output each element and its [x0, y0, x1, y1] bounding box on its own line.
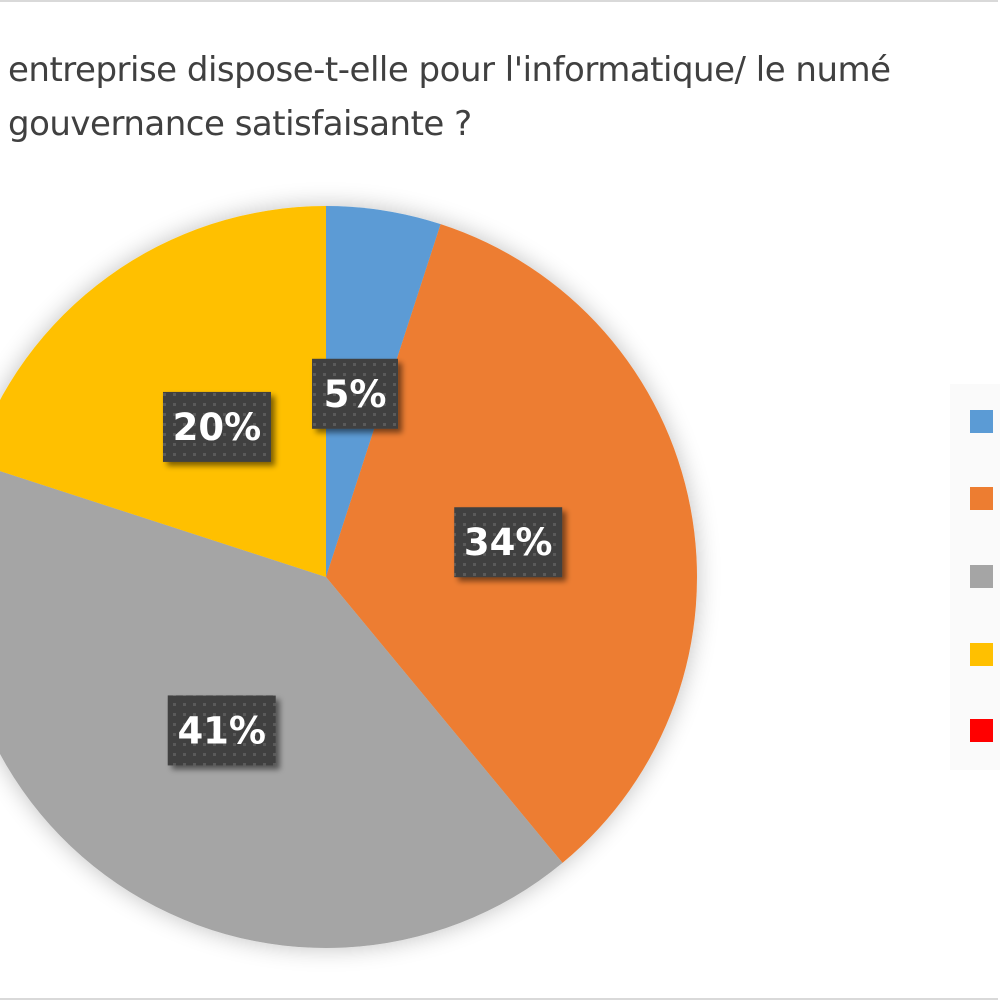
data-label-0: 5%: [312, 358, 399, 429]
data-label-box: [167, 695, 276, 766]
data-label-text: 20%: [173, 406, 262, 449]
data-label-box: [312, 358, 399, 429]
chart-title-line-1: entreprise dispose-t-elle pour l'informa…: [8, 50, 891, 90]
legend-swatch-4: [970, 719, 993, 742]
data-label-3: 20%: [162, 391, 271, 462]
legend-swatch-1: [970, 487, 993, 510]
legend-swatch-0: [970, 410, 993, 433]
data-label-text: 5%: [324, 373, 387, 416]
pie-slice-2: [0, 471, 563, 948]
data-label-1: 34%: [454, 507, 563, 578]
data-label-text: 41%: [177, 709, 266, 752]
data-label-box: [162, 391, 271, 462]
legend-swatch-3: [970, 643, 993, 666]
chart-title-line-2: gouvernance satisfaisante ?: [8, 104, 472, 144]
pie-slice-3: [0, 206, 326, 577]
data-label-2: 41%: [167, 695, 276, 766]
data-label-box: [454, 507, 563, 578]
legend-swatch-2: [970, 565, 993, 588]
data-label-text: 34%: [464, 521, 553, 564]
